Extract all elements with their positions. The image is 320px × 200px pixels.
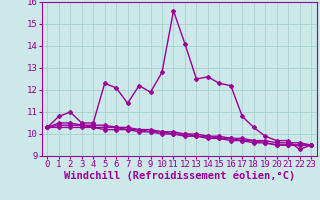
X-axis label: Windchill (Refroidissement éolien,°C): Windchill (Refroidissement éolien,°C) — [64, 171, 295, 181]
